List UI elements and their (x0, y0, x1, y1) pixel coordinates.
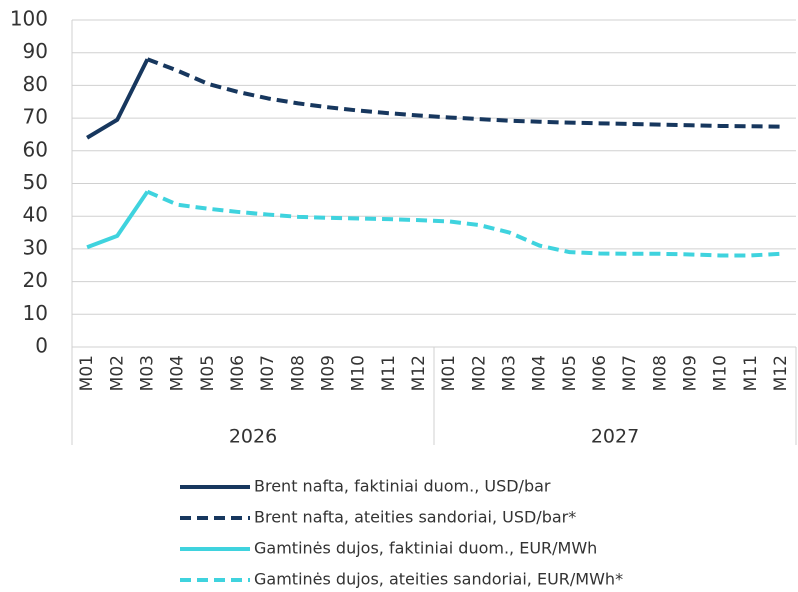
x-tick-label: M08 (650, 355, 670, 391)
x-tick-label: M11 (741, 355, 761, 391)
x-tick-label: M10 (711, 355, 731, 391)
legend-label: Gamtinės dujos, faktiniai duom., EUR/MWh (254, 539, 597, 558)
series-line (86, 190, 150, 250)
y-tick-label: 30 (23, 235, 48, 259)
x-tick-label: M04 (168, 355, 188, 391)
x-tick-label: M12 (771, 355, 791, 391)
series-line (86, 58, 150, 140)
x-tick-label: M01 (77, 355, 97, 391)
y-tick-label: 10 (23, 301, 48, 325)
x-tick-label: M02 (107, 355, 127, 391)
x-tick-label: M06 (228, 355, 248, 391)
x-tick-label: M03 (499, 355, 519, 391)
x-tick-label: M12 (409, 355, 429, 391)
y-tick-label: 80 (23, 72, 48, 96)
x-tick-label: M11 (379, 355, 399, 391)
x-tick-label: M09 (318, 355, 338, 391)
legend-label: Gamtinės dujos, ateities sandoriai, EUR/… (254, 570, 623, 589)
y-tick-label: 100 (10, 7, 48, 31)
x-tick-label: M07 (258, 355, 278, 391)
x-tick-label: M05 (198, 355, 218, 391)
y-tick-label: 40 (23, 203, 48, 227)
y-tick-label: 60 (23, 137, 48, 161)
series-line (146, 57, 781, 129)
group-label: 2026 (229, 426, 277, 448)
group-label: 2027 (591, 426, 639, 448)
x-tick-label: M08 (288, 355, 308, 391)
x-tick-label: M02 (469, 355, 489, 391)
x-tick-label: M03 (137, 355, 157, 391)
x-tick-label: M10 (349, 355, 369, 391)
y-tick-label: 90 (23, 39, 48, 63)
x-tick-label: M07 (620, 355, 640, 391)
x-tick-label: M04 (530, 355, 550, 391)
y-tick-label: 50 (23, 170, 48, 194)
x-tick-label: M01 (439, 355, 459, 391)
legend-label: Brent nafta, faktiniai duom., USD/bar (254, 477, 551, 496)
x-tick-label: M09 (680, 355, 700, 391)
y-tick-label: 0 (35, 334, 48, 358)
y-tick-label: 20 (23, 268, 48, 292)
y-tick-label: 70 (23, 105, 48, 129)
x-tick-label: M05 (560, 355, 580, 391)
series-line (146, 189, 782, 258)
x-tick-label: M06 (590, 355, 610, 391)
legend-label: Brent nafta, ateities sandoriai, USD/bar… (254, 508, 576, 527)
